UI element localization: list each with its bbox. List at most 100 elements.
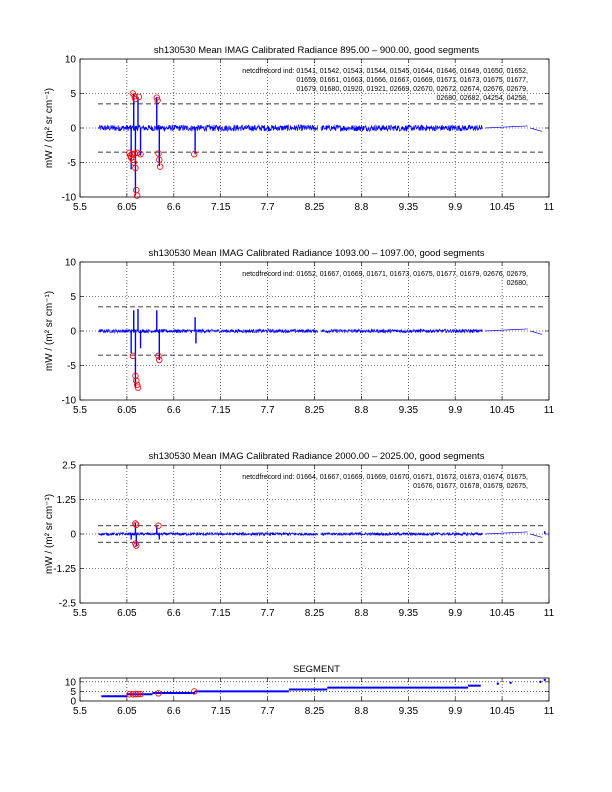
y-tick-label: -2.5: [59, 599, 77, 610]
outlier-marker: [132, 690, 139, 698]
x-tick-label: 6.6: [167, 202, 181, 213]
x-tick-label: 7.7: [261, 405, 275, 416]
x-tick-label: 9.9: [448, 608, 462, 619]
outlier-marker: [191, 688, 198, 695]
segment-point: [496, 682, 500, 685]
annotation-line: netcdfrecord ind: 01541, 01542, 01543, 0…: [242, 68, 528, 75]
outlier-marker: [156, 163, 164, 170]
outlier-marker: [133, 377, 140, 384]
outlier-marker: [156, 156, 163, 163]
x-tick-label: 10.45: [490, 608, 515, 619]
x-tick-label: 7.15: [211, 405, 231, 416]
outlier-marker: [127, 154, 135, 161]
chart-panel-3: 5.5 6.05 6.6 7.15 7.7 8.25 8.8 9.35 9.9 10.45 11 2.…: [44, 451, 555, 619]
y-tick-label: 5: [70, 687, 76, 698]
x-tick-label: 8.8: [354, 608, 368, 619]
outlier-marker: [131, 93, 138, 100]
x-tick-label: 7.15: [211, 706, 231, 717]
y-tick-label: 5: [70, 89, 76, 100]
chart-panel-2: 5.5 6.05 6.6 7.15 7.7 8.25 8.8 9.35 9.9 10.45 11 10…: [44, 248, 555, 416]
x-tick-label: 8.25: [305, 202, 325, 213]
outlier-marker: [129, 352, 137, 360]
x-tick-label: 7.15: [211, 202, 231, 213]
outlier-marker: [137, 151, 144, 158]
x-tick-label: 11: [544, 608, 555, 619]
outlier-marker: [130, 159, 137, 166]
y-tick-label: 10: [65, 55, 77, 66]
outlier-marker: [155, 690, 162, 697]
x-tick-label: 7.15: [211, 608, 231, 619]
segment-point: [543, 678, 546, 682]
x-tick-label: 8.8: [354, 202, 368, 213]
y-tick-label: -5: [67, 158, 76, 169]
series-line: [98, 328, 543, 335]
x-tick-label: 8.8: [354, 405, 368, 416]
y-tick-label: 0: [70, 530, 76, 541]
x-tick-label: 9.35: [399, 706, 419, 717]
x-tick-label: 11: [544, 405, 555, 416]
outlier-marker: [132, 95, 139, 103]
outlier-marker: [132, 372, 139, 380]
outlier-marker: [155, 352, 162, 360]
y-tick-label: -10: [62, 193, 77, 204]
y-tick-label: 1.25: [57, 495, 77, 506]
x-tick-label: 11: [544, 202, 555, 213]
annotation: netcdfrecord ind: 01652, 01667, 01669, 0…: [242, 271, 528, 287]
x-tick-label: 10.45: [490, 202, 515, 213]
x-tick-label: 10.45: [490, 405, 515, 416]
outlier-marker: [135, 93, 143, 101]
x-tick-label: 9.35: [399, 608, 419, 619]
chart-title: sh130530 Mean IMAG Calibrated Radiance 2…: [149, 451, 485, 462]
annotation-line: netcdfrecord ind: 01652, 01667, 01669, 0…: [242, 271, 528, 278]
y-axis-label: mW / (m² sr cm⁻¹): [44, 88, 55, 168]
x-tick-label: 6.6: [167, 706, 181, 717]
segment-point: [509, 681, 512, 684]
y-tick-label: 0: [70, 327, 76, 338]
x-tick-label: 9.9: [448, 202, 462, 213]
chart-title: sh130530 Mean IMAG Calibrated Radiance 1…: [149, 248, 485, 259]
annotation-line: 02680, 02682, 04254, 04258,: [437, 95, 529, 102]
x-tick-label: 9.35: [399, 405, 419, 416]
x-tick-label: 8.25: [305, 608, 325, 619]
y-tick-label: -1.25: [53, 564, 76, 575]
y-tick-label: 0: [70, 697, 76, 708]
chart-panel-4: 5.5 6.05 6.6 7.15 7.7 8.25 8.8 9.35 9.9 10.45 11 10…: [65, 664, 555, 717]
series-line: [98, 531, 543, 538]
x-tick-label: 8.25: [305, 706, 325, 717]
outlier-marker: [137, 690, 144, 698]
chart-title: sh130530 Mean IMAG Calibrated Radiance 8…: [154, 45, 480, 56]
y-tick-label: -5: [67, 361, 76, 372]
chart-title: SEGMENT: [293, 664, 340, 675]
x-tick-label: 6.05: [117, 706, 137, 717]
y-tick-label: 2.5: [62, 461, 76, 472]
outlier-marker: [133, 192, 141, 199]
outlier-marker: [155, 150, 162, 157]
annotation-line: 01659, 01661, 01663, 01666, 01667, 01669…: [296, 77, 528, 84]
annotation-line: 01679, 01680, 01920, 01921, 02669, 02670…: [296, 86, 528, 93]
x-tick-label: 9.9: [448, 706, 462, 717]
x-tick-label: 9.9: [448, 405, 462, 416]
x-tick-label: 6.05: [117, 202, 137, 213]
outlier-marker: [129, 156, 137, 163]
y-axis-label: mW / (m² sr cm⁻¹): [44, 291, 55, 371]
outlier-marker: [133, 381, 141, 389]
grid-lines: [80, 59, 549, 197]
outlier-marker: [133, 186, 140, 194]
chart-panel-1: 5.5 6.05 6.6 7.15 7.7 8.25 8.8 9.35 9.9 10.45 11 10…: [44, 45, 555, 213]
x-tick-label: 7.7: [261, 608, 275, 619]
outlier-marker: [134, 690, 142, 698]
x-tick-label: 8.25: [305, 405, 325, 416]
x-tick-label: 10.45: [490, 706, 515, 717]
outlier-marker: [134, 384, 142, 391]
x-tick-label: 9.35: [399, 202, 419, 213]
outlier-marker: [191, 151, 198, 158]
outlier-marker: [133, 521, 140, 529]
annotation: netcdfrecord ind: 01541, 01542, 01543, 0…: [242, 68, 528, 102]
outlier-marker: [155, 522, 162, 529]
x-tick-label: 7.7: [261, 706, 275, 717]
x-tick-label: 6.05: [117, 608, 137, 619]
x-tick-label: 5.5: [73, 202, 87, 213]
annotation: netcdfrecord ind: 01664, 01667, 01669, 0…: [242, 474, 528, 490]
segment-point: [539, 680, 542, 684]
x-tick-label: 5.5: [73, 706, 87, 717]
